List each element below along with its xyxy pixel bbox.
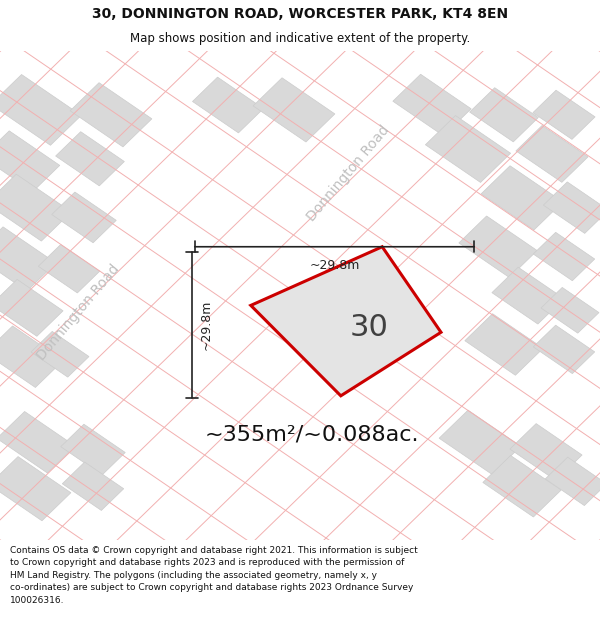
Text: ~29.8m: ~29.8m — [310, 259, 359, 272]
Text: Donnington Road: Donnington Road — [304, 123, 392, 224]
Polygon shape — [533, 232, 595, 281]
Polygon shape — [425, 116, 511, 182]
Polygon shape — [533, 325, 595, 374]
Polygon shape — [70, 82, 152, 147]
Polygon shape — [61, 424, 125, 475]
Polygon shape — [0, 227, 56, 291]
Polygon shape — [533, 90, 595, 139]
Polygon shape — [465, 314, 543, 375]
Polygon shape — [459, 216, 537, 278]
Text: ~29.8m: ~29.8m — [199, 300, 212, 350]
Polygon shape — [544, 182, 600, 233]
Text: Donnington Road: Donnington Road — [34, 262, 122, 363]
Text: Contains OS data © Crown copyright and database right 2021. This information is : Contains OS data © Crown copyright and d… — [10, 546, 418, 605]
Polygon shape — [510, 424, 582, 481]
Polygon shape — [0, 74, 82, 145]
Polygon shape — [516, 126, 588, 182]
Polygon shape — [393, 74, 471, 136]
Polygon shape — [439, 410, 521, 474]
Polygon shape — [483, 456, 561, 517]
Polygon shape — [0, 411, 75, 473]
Polygon shape — [0, 174, 71, 241]
Polygon shape — [253, 78, 335, 142]
Polygon shape — [492, 267, 564, 324]
Polygon shape — [545, 457, 600, 506]
Polygon shape — [38, 244, 100, 293]
Polygon shape — [31, 331, 89, 377]
Polygon shape — [52, 192, 116, 242]
Polygon shape — [481, 166, 563, 230]
Polygon shape — [0, 131, 60, 192]
Polygon shape — [56, 132, 124, 186]
Polygon shape — [470, 88, 538, 142]
Polygon shape — [193, 77, 263, 133]
Polygon shape — [0, 279, 63, 336]
Polygon shape — [541, 288, 599, 333]
Text: ~355m²/~0.088ac.: ~355m²/~0.088ac. — [205, 425, 419, 445]
Polygon shape — [0, 457, 71, 521]
Polygon shape — [0, 326, 63, 388]
Text: 30, DONNINGTON ROAD, WORCESTER PARK, KT4 8EN: 30, DONNINGTON ROAD, WORCESTER PARK, KT4… — [92, 8, 508, 21]
Text: 30: 30 — [349, 313, 388, 342]
Text: Map shows position and indicative extent of the property.: Map shows position and indicative extent… — [130, 32, 470, 46]
Polygon shape — [62, 462, 124, 511]
Polygon shape — [251, 247, 441, 396]
